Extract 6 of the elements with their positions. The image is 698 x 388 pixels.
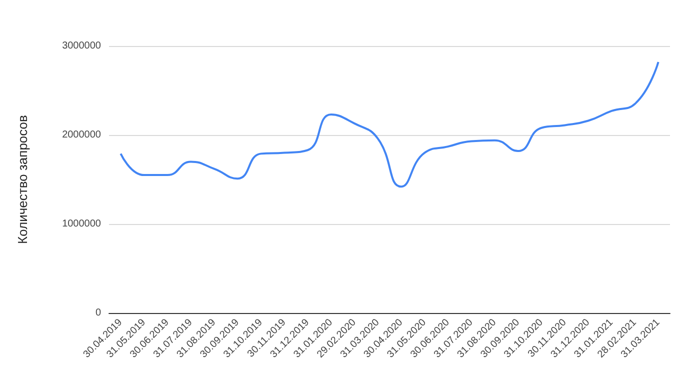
y-tick-label: 2000000 — [62, 130, 102, 140]
y-tick-label: 0 — [95, 308, 102, 318]
y-axis-title: Количество запросов — [15, 114, 30, 244]
y-tick-label: 3000000 — [62, 40, 102, 52]
line-series — [120, 61, 660, 188]
y-tick-label: 1000000 — [62, 218, 102, 230]
